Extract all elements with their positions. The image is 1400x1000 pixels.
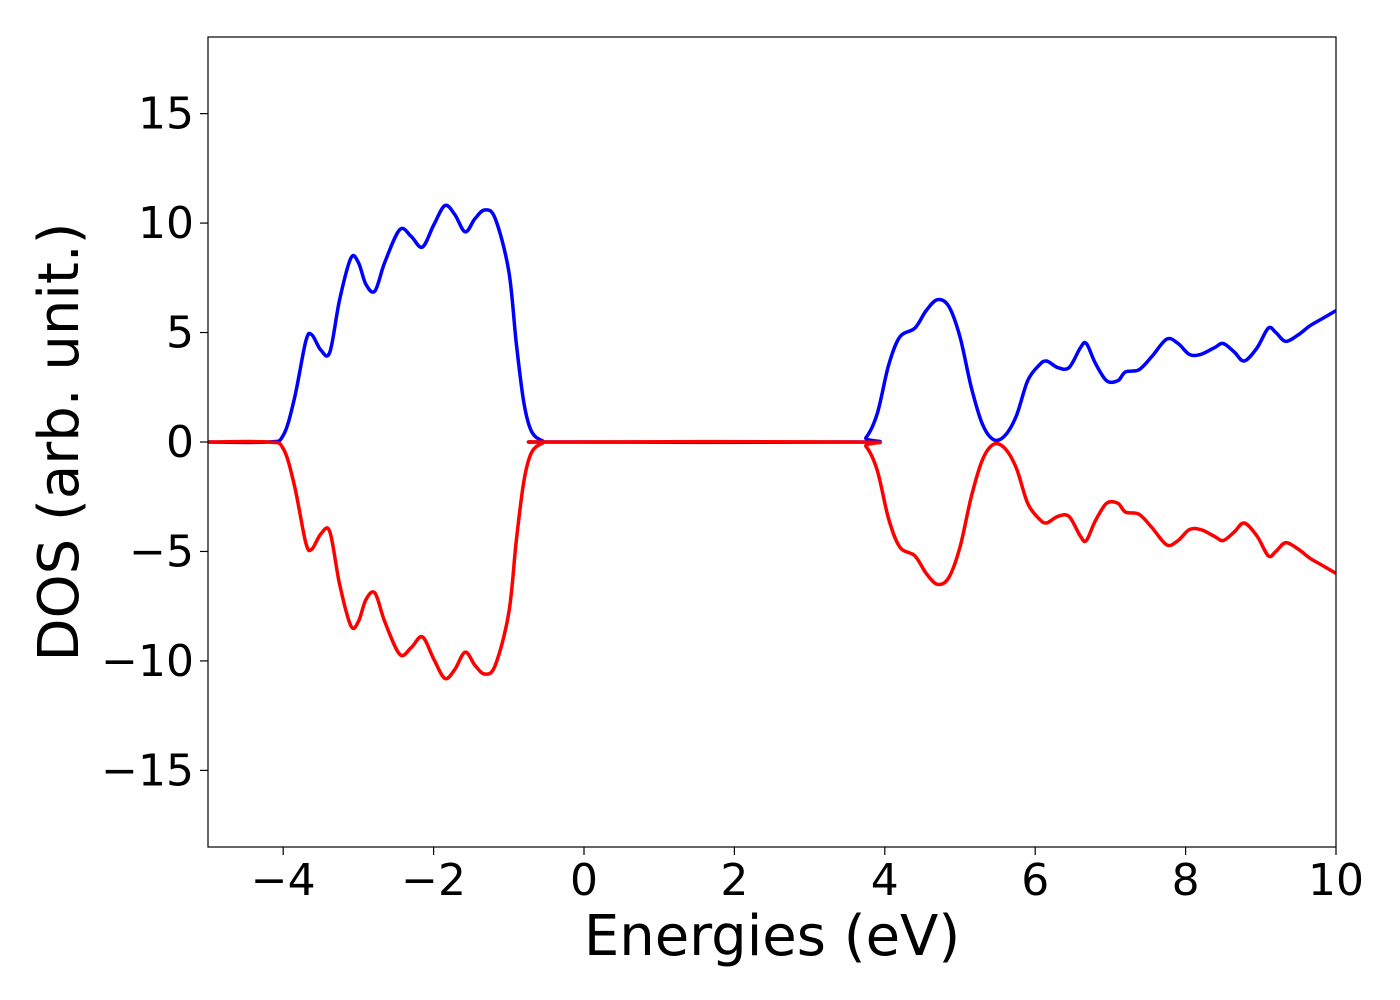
- y-tick-label: −15: [101, 745, 194, 796]
- y-tick-label: −5: [129, 526, 194, 577]
- x-tick-label: 0: [570, 855, 598, 906]
- x-tick-label: −4: [251, 855, 316, 906]
- x-tick-label: 10: [1308, 855, 1364, 906]
- y-tick-label: 15: [138, 89, 194, 140]
- dos-series-line-blue: [208, 203, 1336, 445]
- ticks-layer: −4 −2 0 2 4 6 8 10 15 10 5 0 −5 −10 −15: [101, 89, 1364, 906]
- y-tick-label: −10: [101, 636, 194, 687]
- x-tick-label: 4: [871, 855, 899, 906]
- y-tick-label: 5: [166, 308, 194, 359]
- y-tick-label: 0: [166, 417, 194, 468]
- x-tick-label: 6: [1021, 855, 1049, 906]
- y-axis-label: DOS (arb. unit.): [27, 222, 92, 661]
- dos-series-line-red: [208, 439, 1336, 681]
- x-tick-label: −2: [401, 855, 466, 906]
- series-layer: [208, 203, 1336, 681]
- x-axis-label: Energies (eV): [584, 904, 960, 969]
- x-tick-label: 2: [720, 855, 748, 906]
- y-tick-label: 10: [138, 198, 194, 249]
- x-tick-label: 8: [1172, 855, 1200, 906]
